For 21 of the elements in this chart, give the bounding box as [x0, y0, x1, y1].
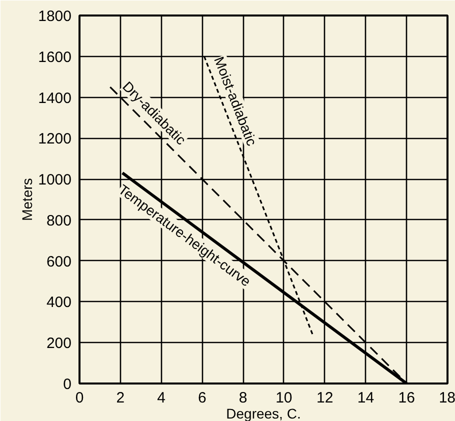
x-tick-label: 6	[198, 390, 206, 406]
x-tick-label: 14	[357, 390, 374, 406]
y-tick-label: 1200	[38, 130, 72, 148]
y-tick-label: 1000	[38, 172, 72, 189]
y-tick-label: 400	[46, 294, 72, 312]
x-tick-label: 2	[116, 390, 125, 406]
x-tick-label: 18	[438, 390, 455, 406]
x-tick-label: 10	[276, 390, 292, 406]
y-tick-label: 1600	[38, 48, 72, 66]
x-tick-label: 12	[316, 390, 334, 406]
x-tick-label: 8	[238, 390, 248, 406]
y-tick-label: 200	[46, 335, 72, 352]
y-tick-label: 800	[46, 212, 72, 230]
x-tick-label: 16	[398, 390, 415, 406]
y-tick-label: 0	[63, 376, 72, 393]
y-tick-label: 1400	[38, 90, 72, 107]
y-tick-label: 600	[46, 253, 72, 270]
x-tick-label: 4	[157, 390, 166, 406]
y-tick-label: 1800	[38, 8, 72, 25]
x-tick-label: 0	[75, 390, 84, 406]
y-axis-title: Meters	[19, 178, 36, 221]
